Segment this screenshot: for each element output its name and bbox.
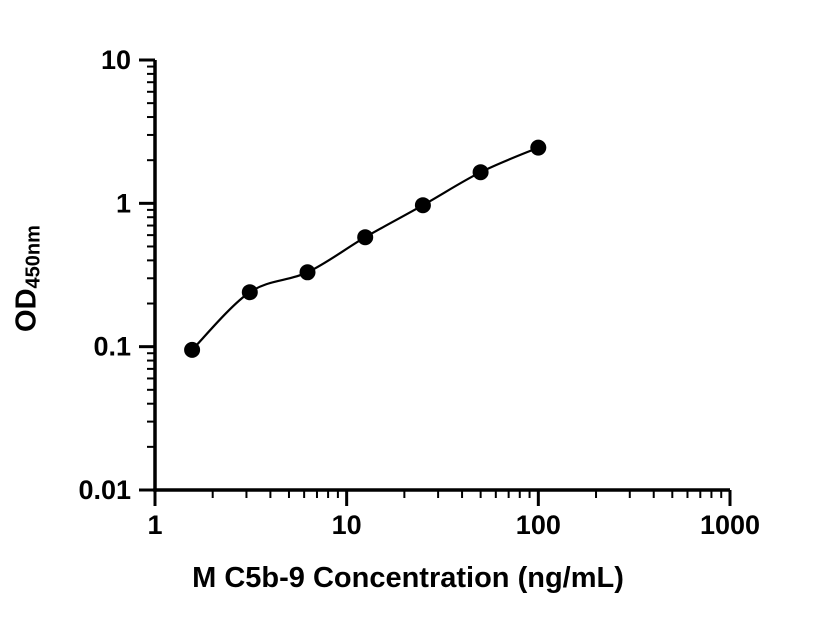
x-tick-label: 1 (147, 510, 162, 540)
y-tick-label: 1 (116, 188, 131, 218)
x-tick-label: 10 (332, 510, 362, 540)
y-axis-title-subscript: 450nm (22, 225, 45, 289)
y-tick-label: 10 (101, 45, 131, 75)
x-axis-title: M C5b-9 Concentration (ng/mL) (192, 562, 624, 594)
y-tick-label: 0.1 (93, 332, 131, 362)
x-tick-label: 1000 (700, 510, 760, 540)
y-tick-label: 0.01 (78, 475, 131, 505)
data-point (299, 264, 316, 281)
y-axis-title-base: OD (10, 288, 43, 332)
fit-line (191, 146, 539, 351)
data-point (472, 164, 489, 181)
data-point (414, 197, 431, 214)
data-point (357, 229, 374, 246)
data-point (241, 284, 258, 301)
y-axis-title: OD450nm (11, 0, 46, 559)
data-point (184, 341, 201, 358)
x-tick-label: 100 (516, 510, 561, 540)
data-point (530, 139, 547, 156)
